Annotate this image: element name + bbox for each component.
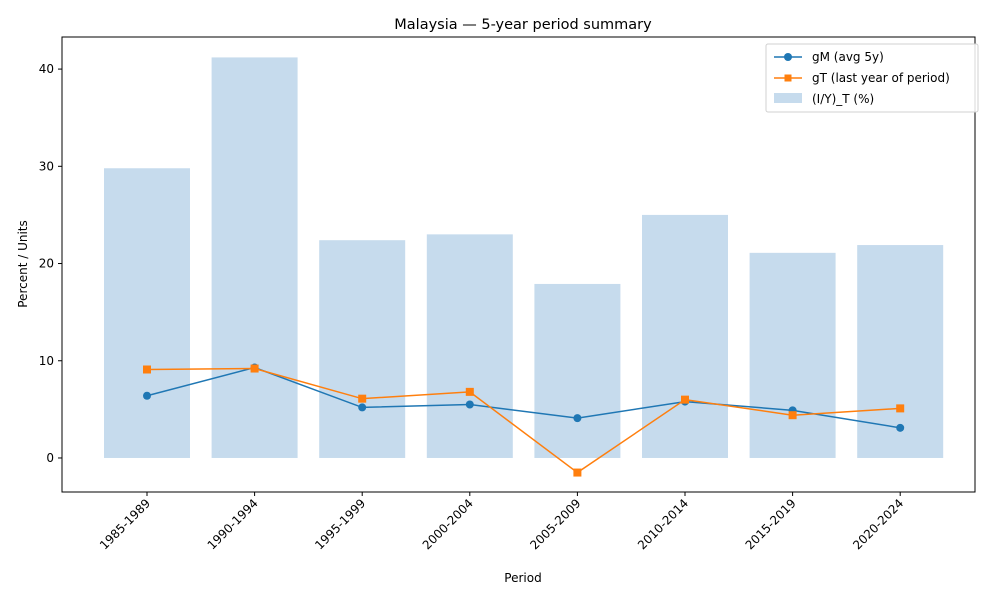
legend: gM (avg 5y) gT (last year of period) (I/… bbox=[765, 43, 979, 113]
x-tick-label-2005-2009: 2005-2009 bbox=[527, 496, 583, 552]
point-gt-last-year-of-period-1995-1999 bbox=[358, 394, 367, 403]
y-tick-label-10: 10 bbox=[39, 354, 54, 368]
bar-2005-2009 bbox=[534, 283, 621, 458]
series-line-gt-last-year-of-period bbox=[146, 367, 901, 474]
point-gm-avg-5y-1995-1999 bbox=[358, 403, 367, 412]
point-gt-last-year-of-period-2015-2019 bbox=[788, 411, 797, 420]
x-tick-label-2020-2024: 2020-2024 bbox=[850, 496, 906, 552]
y-axis: 0 10 20 30 40 bbox=[39, 62, 62, 465]
y-axis-label: Percent / Units bbox=[16, 220, 30, 308]
x-tick-label-1990-1994: 1990-1994 bbox=[205, 496, 261, 552]
x-tick-label-2015-2019: 2015-2019 bbox=[743, 496, 799, 552]
y-tick-label-20: 20 bbox=[39, 257, 54, 271]
x-tick-label-2010-2014: 2010-2014 bbox=[635, 496, 691, 552]
point-gt-last-year-of-period-2020-2024 bbox=[896, 404, 905, 413]
bars-layer bbox=[104, 57, 944, 458]
legend-bars-swatch bbox=[774, 93, 802, 103]
bar-1995-1999 bbox=[319, 240, 406, 458]
point-gt-last-year-of-period-1985-1989 bbox=[143, 365, 151, 374]
point-gt-last-year-of-period-1990-1994 bbox=[250, 364, 259, 373]
x-tick-label-1995-1999: 1995-1999 bbox=[312, 496, 368, 552]
point-gm-avg-5y-2005-2009 bbox=[573, 414, 582, 423]
bar-2010-2014 bbox=[642, 214, 728, 458]
legend-gm-marker bbox=[784, 53, 792, 61]
legend-bars-label: (I/Y)_T (%) bbox=[812, 92, 874, 106]
legend-box bbox=[765, 43, 979, 113]
y-tick-label-40: 40 bbox=[39, 62, 54, 76]
plot-frame bbox=[61, 36, 976, 493]
y-tick-label-0: 0 bbox=[46, 451, 54, 465]
point-gm-avg-5y-2000-2004 bbox=[465, 400, 474, 409]
chart-title: Malaysia — 5-year period summary bbox=[394, 17, 652, 33]
point-gt-last-year-of-period-2010-2014 bbox=[681, 395, 689, 404]
bar-2000-2004 bbox=[426, 234, 513, 458]
bar-1990-1994 bbox=[211, 57, 298, 458]
point-gm-avg-5y-2020-2024 bbox=[896, 423, 905, 432]
legend-gt-marker bbox=[784, 74, 792, 82]
x-axis: 1985-1989 1990-1994 1995-1999 2000-2004 2005… bbox=[97, 492, 906, 552]
x-tick-label-1985-1989: 1985-1989 bbox=[97, 496, 153, 552]
bar-1985-1989 bbox=[104, 168, 190, 458]
legend-gm-label: gM (avg 5y) bbox=[812, 50, 884, 64]
point-gt-last-year-of-period-2000-2004 bbox=[465, 387, 474, 396]
point-gm-avg-5y-1985-1989 bbox=[143, 391, 151, 400]
y-tick-label-30: 30 bbox=[39, 159, 54, 173]
legend-gt-label: gT (last year of period) bbox=[812, 71, 950, 85]
x-tick-label-2000-2004: 2000-2004 bbox=[420, 496, 476, 552]
x-axis-label: Period bbox=[504, 571, 541, 585]
point-gt-last-year-of-period-2005-2009 bbox=[573, 468, 582, 477]
bar-2015-2019 bbox=[749, 252, 836, 458]
lines-layer bbox=[143, 363, 905, 477]
